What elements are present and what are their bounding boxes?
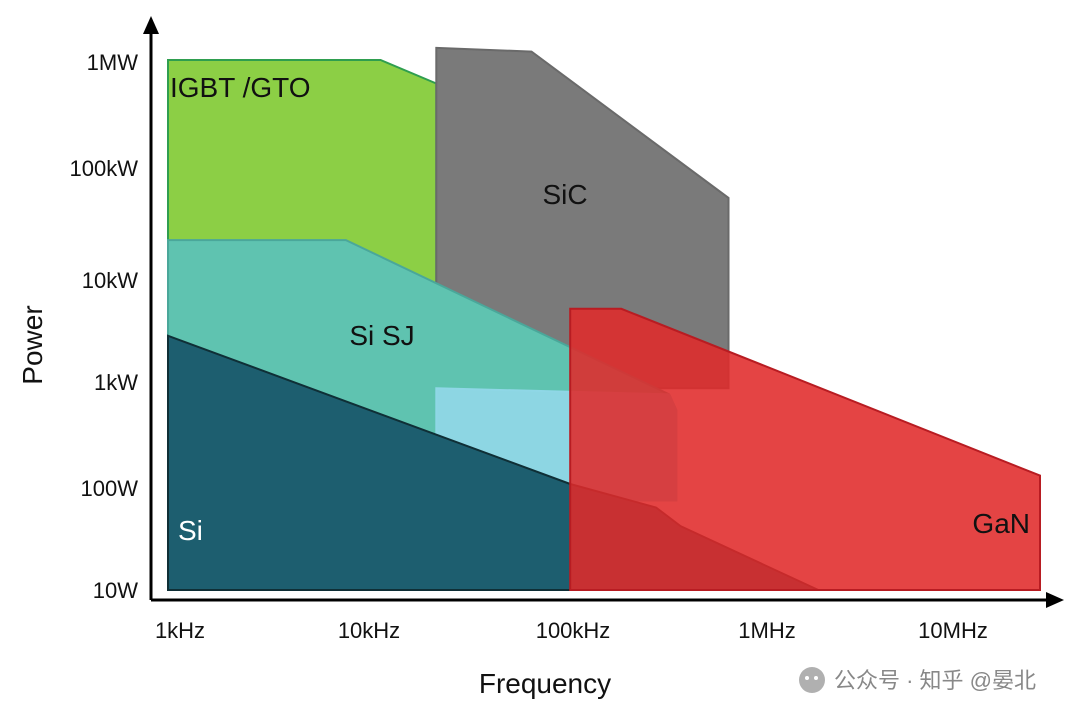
y-tick-labels: 10W 100W 1kW 10kW 100kW 1MW — [70, 50, 139, 603]
regions-layer — [167, 46, 1041, 591]
y-tick-label: 10W — [93, 578, 138, 603]
x-axis-title: Frequency — [479, 668, 611, 699]
region-label-igbt-gto: IGBT /GTO — [170, 72, 311, 103]
wechat-icon — [799, 667, 825, 693]
y-axis-title: Power — [17, 305, 48, 384]
x-axis-arrow-icon — [1046, 592, 1064, 608]
region-label-sic: SiC — [542, 179, 587, 210]
watermark-text: 公众号 · 知乎 @晏北 — [834, 668, 1036, 693]
x-tick-label: 100kHz — [536, 618, 611, 643]
region-label-si: Si — [178, 515, 203, 546]
region-label-gan: GaN — [972, 508, 1030, 539]
region-labels-layer: IGBT /GTO SiC Si SJ Si GaN — [170, 72, 1030, 546]
region-gan — [569, 307, 1041, 591]
x-tick-label: 1MHz — [738, 618, 795, 643]
y-tick-label: 100W — [81, 476, 139, 501]
x-tick-label: 10kHz — [338, 618, 400, 643]
region-label-si-sj: Si SJ — [349, 320, 414, 351]
y-tick-label: 1kW — [94, 370, 138, 395]
watermark: 公众号 · 知乎 @晏北 — [799, 667, 1036, 693]
x-tick-label: 1kHz — [155, 618, 205, 643]
y-tick-label: 100kW — [70, 156, 139, 181]
y-tick-label: 1MW — [87, 50, 139, 75]
y-axis-arrow-icon — [143, 16, 159, 34]
x-tick-labels: 1kHz 10kHz 100kHz 1MHz 10MHz — [155, 618, 988, 643]
x-tick-label: 10MHz — [918, 618, 988, 643]
y-tick-label: 10kW — [82, 268, 138, 293]
